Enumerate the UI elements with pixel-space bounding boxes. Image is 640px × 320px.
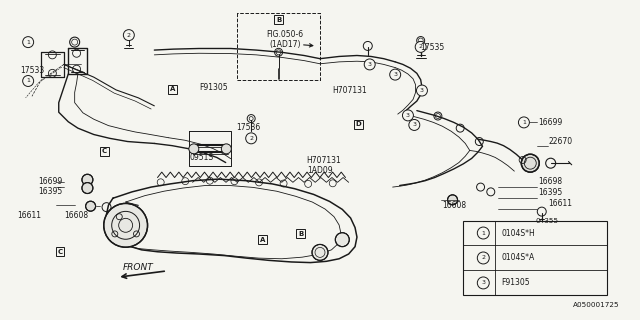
Text: B: B — [276, 17, 281, 23]
Text: 1: 1 — [26, 40, 30, 44]
Text: 16611: 16611 — [548, 199, 572, 208]
Text: 0951S: 0951S — [189, 153, 214, 162]
Text: 16698: 16698 — [538, 177, 562, 186]
Text: 2: 2 — [127, 33, 131, 38]
Circle shape — [82, 183, 93, 194]
Circle shape — [312, 244, 328, 260]
Text: 1: 1 — [522, 120, 526, 125]
Text: 16608: 16608 — [64, 211, 88, 220]
Circle shape — [403, 110, 413, 121]
Text: 1AD09: 1AD09 — [307, 166, 333, 175]
Text: 3: 3 — [412, 123, 416, 127]
Text: 0104S*A: 0104S*A — [501, 253, 534, 262]
Text: 3: 3 — [393, 72, 397, 77]
Bar — [296, 229, 305, 238]
Bar — [258, 235, 267, 244]
Bar — [168, 85, 177, 94]
Text: 16699: 16699 — [38, 177, 63, 186]
Text: (1AD17): (1AD17) — [269, 40, 301, 49]
Circle shape — [221, 144, 231, 154]
Text: H707131: H707131 — [306, 156, 340, 164]
Circle shape — [124, 30, 134, 41]
Text: F91305: F91305 — [199, 83, 228, 92]
Circle shape — [364, 59, 375, 70]
Text: C: C — [58, 249, 63, 255]
Bar — [100, 147, 109, 156]
Text: D: D — [355, 121, 361, 127]
Text: FIG.050-6: FIG.050-6 — [266, 30, 303, 39]
Text: 0104S*H: 0104S*H — [501, 228, 535, 237]
Text: 16611: 16611 — [17, 211, 42, 220]
Text: 1: 1 — [26, 78, 30, 84]
Text: 16395: 16395 — [38, 188, 63, 196]
Circle shape — [477, 252, 489, 264]
Circle shape — [477, 227, 489, 239]
Text: B: B — [298, 231, 303, 237]
Text: 16699: 16699 — [538, 118, 562, 127]
Text: C: C — [102, 148, 107, 154]
Circle shape — [409, 119, 420, 131]
Circle shape — [246, 133, 257, 144]
Text: 2: 2 — [419, 44, 422, 49]
Text: 16608: 16608 — [442, 201, 467, 210]
Text: 3: 3 — [406, 113, 410, 118]
Text: 17533: 17533 — [20, 66, 45, 75]
Circle shape — [477, 277, 489, 289]
Circle shape — [104, 204, 148, 247]
Text: A050001725: A050001725 — [573, 302, 620, 308]
Bar — [354, 120, 363, 129]
Circle shape — [518, 117, 529, 128]
Text: 22670: 22670 — [548, 137, 572, 146]
Text: 2: 2 — [481, 255, 485, 260]
Text: 2: 2 — [249, 136, 253, 141]
Circle shape — [415, 41, 426, 52]
Text: 04355: 04355 — [536, 218, 559, 224]
Circle shape — [390, 69, 401, 80]
Circle shape — [22, 36, 34, 48]
Text: 3: 3 — [481, 280, 485, 285]
Text: 17536: 17536 — [236, 123, 260, 132]
Circle shape — [447, 195, 458, 205]
Text: 16395: 16395 — [538, 188, 562, 197]
Circle shape — [522, 154, 540, 172]
Text: 17535: 17535 — [420, 43, 445, 52]
Bar — [463, 220, 607, 295]
Text: H707131: H707131 — [333, 86, 367, 95]
Text: F91305: F91305 — [501, 278, 530, 287]
Text: 3: 3 — [420, 88, 424, 93]
Circle shape — [82, 174, 93, 185]
Text: FRONT: FRONT — [123, 263, 154, 272]
Text: A: A — [260, 237, 266, 243]
Bar — [274, 15, 283, 24]
Circle shape — [22, 76, 34, 86]
Circle shape — [189, 144, 199, 154]
Circle shape — [417, 85, 428, 96]
Circle shape — [86, 201, 95, 211]
Text: 3: 3 — [368, 62, 372, 67]
Text: A: A — [170, 86, 175, 92]
Text: 1: 1 — [481, 230, 485, 236]
Bar — [56, 247, 65, 256]
Circle shape — [335, 233, 349, 247]
